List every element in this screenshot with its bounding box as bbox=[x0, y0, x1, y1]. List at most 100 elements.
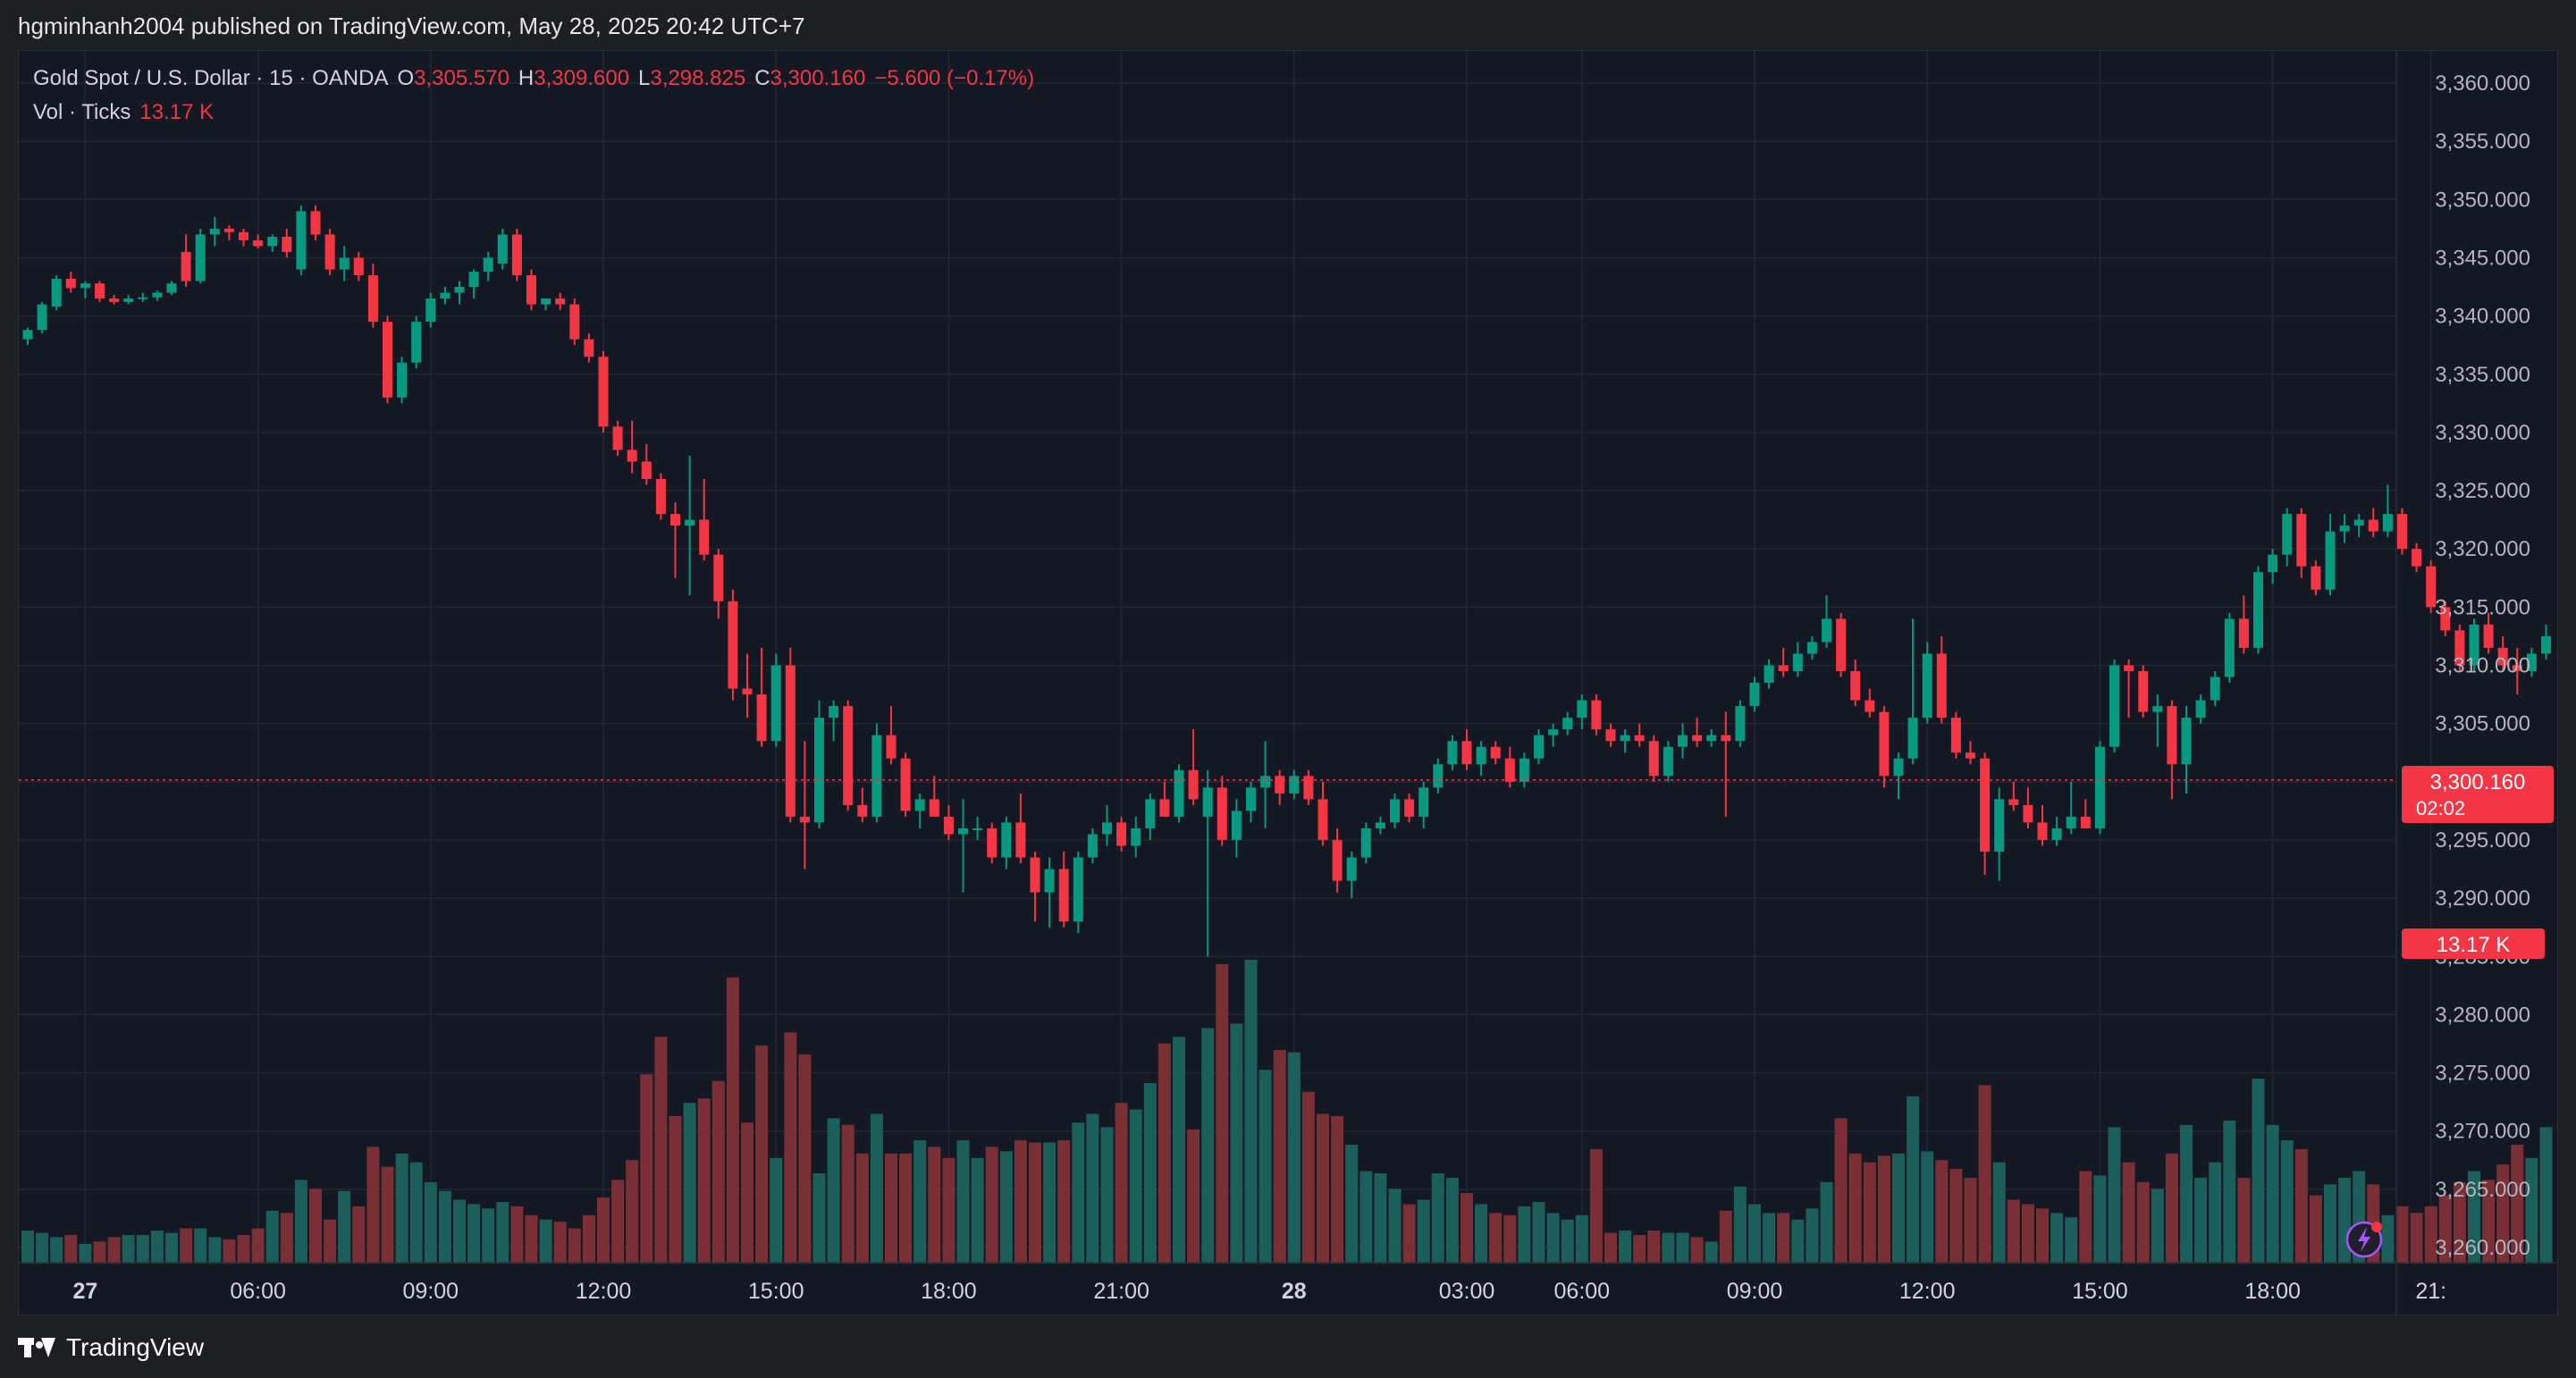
candle-body bbox=[2253, 572, 2263, 648]
candle-body bbox=[1246, 787, 1256, 811]
price-tick-label: 3,280.000 bbox=[2435, 1003, 2530, 1027]
volume-bar bbox=[482, 1208, 495, 1264]
volume-bar bbox=[2036, 1208, 2049, 1264]
candle-body bbox=[1721, 735, 1731, 742]
volume-bar bbox=[798, 1054, 812, 1264]
volume-bar bbox=[338, 1190, 351, 1264]
volume-bar bbox=[870, 1113, 883, 1264]
candle-body bbox=[324, 234, 335, 270]
volume-bar bbox=[251, 1228, 265, 1264]
candle-body bbox=[1577, 700, 1587, 718]
candle-body bbox=[526, 274, 536, 305]
volume-bar bbox=[669, 1115, 682, 1264]
volume-bar bbox=[1719, 1210, 1732, 1264]
time-axis[interactable]: 27 06:00 09:00 12:00 15:00 18:00 21:00 28 03:00 0… bbox=[72, 1279, 2446, 1304]
price-tick-label: 3,325.000 bbox=[2435, 479, 2530, 503]
candle-body bbox=[2195, 700, 2206, 718]
volume-bar bbox=[2525, 1157, 2538, 1264]
tradingview-brand[interactable]: TradingView bbox=[18, 1333, 204, 1362]
candle-body bbox=[1058, 869, 1069, 922]
volume-bar bbox=[122, 1234, 135, 1264]
volume-bar bbox=[726, 977, 739, 1264]
publish-header: hgminhanh2004 published on TradingView.c… bbox=[0, 0, 2576, 50]
candlestick-chart[interactable]: 3,260.000 3,265.000 3,270.000 3,275.000 3,28… bbox=[19, 51, 2558, 1315]
candle-body bbox=[80, 283, 90, 289]
volume-bar bbox=[107, 1237, 121, 1264]
volume-bar bbox=[2237, 1177, 2251, 1264]
candle-body bbox=[123, 298, 134, 302]
candle-body bbox=[2469, 624, 2479, 666]
volume-bar bbox=[1445, 1177, 1459, 1264]
candle-body bbox=[627, 450, 637, 462]
candle-body bbox=[1289, 776, 1300, 794]
candle-body bbox=[310, 211, 321, 235]
volume-bar bbox=[1417, 1199, 1430, 1264]
high-label: H bbox=[518, 66, 535, 90]
candle-body bbox=[886, 735, 897, 759]
volume-bar bbox=[180, 1228, 193, 1264]
volume-bar bbox=[1877, 1155, 1890, 1264]
candle-body bbox=[1390, 799, 1400, 823]
chart-legend: Gold Spot / U.S. Dollar · 15 · OANDA O3,3… bbox=[33, 63, 1034, 131]
volume-bar bbox=[424, 1181, 437, 1264]
price-change: −5.600 (−0.17%) bbox=[874, 66, 1035, 90]
lightning-icon[interactable] bbox=[2345, 1221, 2383, 1258]
price-tick-label: 3,275.000 bbox=[2435, 1062, 2530, 1086]
price-tick-label: 3,350.000 bbox=[2435, 188, 2530, 212]
candle-body bbox=[339, 257, 349, 270]
volume-bar bbox=[1575, 1214, 1588, 1264]
volume-bar bbox=[1690, 1237, 1704, 1264]
volume-bar bbox=[21, 1231, 34, 1264]
volume-bar bbox=[784, 1032, 797, 1264]
volume-bar bbox=[2065, 1217, 2078, 1264]
price-axis[interactable]: 3,260.000 3,265.000 3,270.000 3,275.000 3,28… bbox=[2435, 71, 2530, 1260]
volume-bar bbox=[1388, 1189, 1402, 1264]
candle-body bbox=[972, 828, 983, 830]
chart-frame[interactable]: 3,260.000 3,265.000 3,270.000 3,275.000 3,28… bbox=[18, 50, 2558, 1315]
volume-bar bbox=[1647, 1231, 1661, 1264]
volume-label[interactable]: Vol · Ticks bbox=[33, 100, 131, 124]
volume-bar bbox=[1676, 1232, 1689, 1264]
symbol-title[interactable]: Gold Spot / U.S. Dollar · 15 · OANDA bbox=[33, 66, 389, 90]
volume-bar bbox=[467, 1204, 481, 1264]
candle-body bbox=[914, 799, 925, 811]
volume-bar bbox=[525, 1214, 538, 1264]
candle-body bbox=[1648, 741, 1659, 777]
close-value: 3,300.160 bbox=[770, 66, 866, 90]
volume-bar bbox=[64, 1234, 78, 1264]
volume-bar bbox=[1503, 1214, 1517, 1264]
candle-body bbox=[1764, 665, 1774, 684]
price-tick-label: 3,335.000 bbox=[2435, 363, 2530, 387]
volume-bar bbox=[2223, 1120, 2236, 1264]
candle-body bbox=[65, 278, 76, 289]
low-value: 3,298.825 bbox=[650, 66, 746, 90]
candle-body bbox=[1706, 735, 1717, 742]
candle-body bbox=[1548, 729, 1559, 735]
volume-bar bbox=[1014, 1140, 1027, 1264]
candle-body bbox=[1678, 735, 1688, 747]
volume-bar bbox=[1216, 963, 1229, 1264]
candle-body bbox=[742, 688, 753, 695]
volume-bar bbox=[2453, 1181, 2466, 1264]
candle-body bbox=[584, 339, 594, 357]
volume-bar bbox=[438, 1190, 451, 1264]
volume-bar bbox=[1187, 1129, 1200, 1264]
volume-bar bbox=[1619, 1231, 1632, 1264]
volume-bar bbox=[855, 1153, 869, 1264]
volume-bar bbox=[280, 1213, 293, 1264]
volume-bar bbox=[1848, 1153, 1862, 1264]
candle-body bbox=[655, 479, 666, 515]
candle-body bbox=[1893, 758, 1904, 777]
candle-body bbox=[756, 694, 767, 742]
volume-bar bbox=[539, 1219, 552, 1264]
price-tick-label: 3,320.000 bbox=[2435, 537, 2530, 561]
volume-bar bbox=[309, 1189, 322, 1264]
candle-body bbox=[713, 554, 724, 601]
volume-bar bbox=[2266, 1124, 2279, 1264]
volume-bar bbox=[1173, 1037, 1185, 1264]
volume-bar bbox=[2324, 1184, 2336, 1264]
candle-body bbox=[2325, 531, 2336, 590]
volume-bar bbox=[1158, 1043, 1171, 1264]
candle-body bbox=[2109, 665, 2119, 747]
volume-bar bbox=[409, 1162, 423, 1264]
